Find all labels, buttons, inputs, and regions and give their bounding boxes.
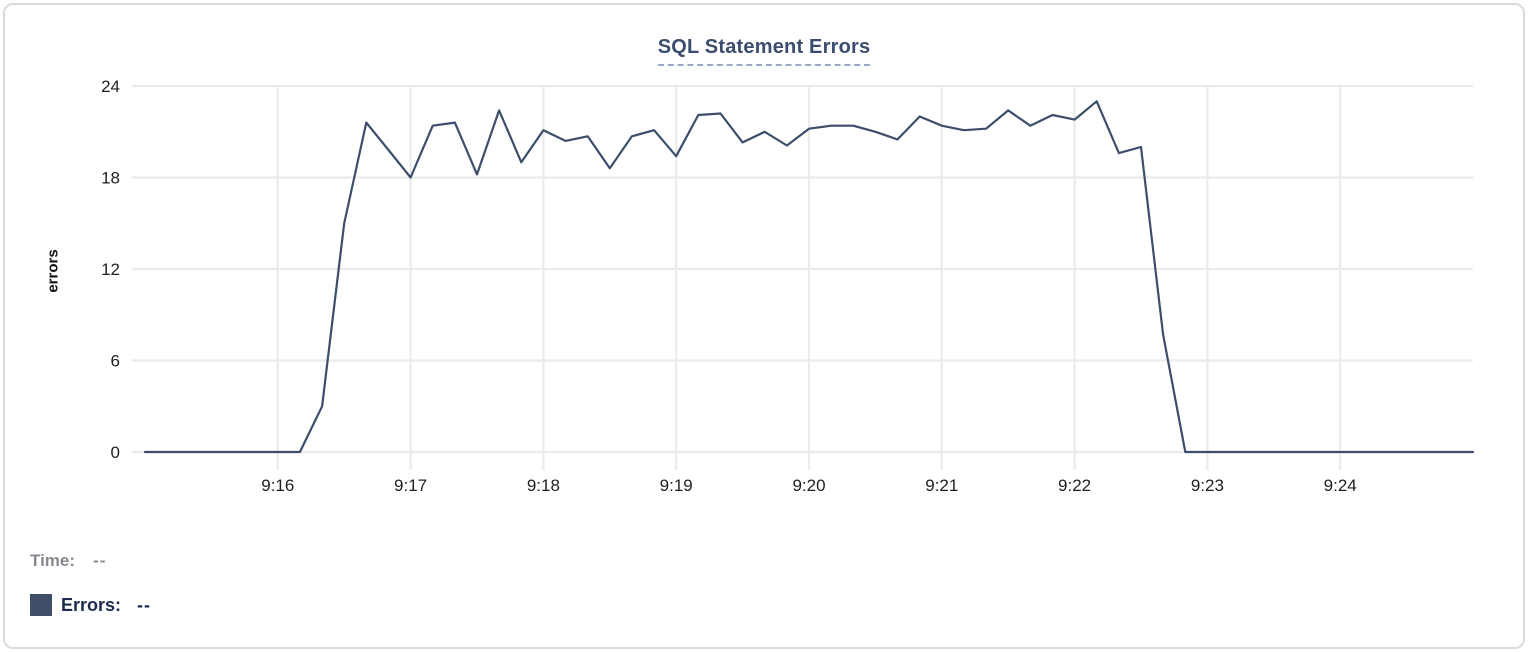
time-label: Time: xyxy=(30,551,76,570)
y-tick-label: 24 xyxy=(101,77,120,96)
errors-label: Errors: xyxy=(61,594,122,615)
x-tick-label: 9:24 xyxy=(1324,476,1357,495)
x-tick-label: 9:20 xyxy=(792,476,825,495)
y-tick-label: 0 xyxy=(111,443,120,462)
y-tick-label: 18 xyxy=(101,169,120,188)
x-tick-label: 9:16 xyxy=(261,476,294,495)
errors-series-line xyxy=(143,100,1475,454)
hover-readout-time: Time: -- xyxy=(30,551,106,571)
chart-title-row: SQL Statement Errors xyxy=(5,36,1523,66)
chart-title[interactable]: SQL Statement Errors xyxy=(657,36,871,66)
x-tick-label: 9:18 xyxy=(527,476,560,495)
hover-readout-errors: Errors: -- xyxy=(30,594,151,616)
chart-card: SQL Statement Errors errors 0 6 12 18 24 9:16… xyxy=(3,3,1525,649)
x-tick-label: 9:23 xyxy=(1191,476,1224,495)
chart-plot-area[interactable]: 0 6 12 18 24 9:16 9:17 9:18 9:19 9:20 9:21 9:22 9:23… xyxy=(5,5,1527,505)
time-value: -- xyxy=(93,551,107,570)
y-tick-label: 12 xyxy=(101,260,120,279)
errors-legend-swatch xyxy=(30,594,52,616)
x-tick-label: 9:21 xyxy=(925,476,958,495)
x-tick-label: 9:19 xyxy=(660,476,693,495)
x-tick-label: 9:17 xyxy=(394,476,427,495)
x-tick-label: 9:22 xyxy=(1058,476,1091,495)
errors-value: -- xyxy=(137,594,152,615)
y-axis-label: errors xyxy=(44,249,62,293)
y-tick-label: 6 xyxy=(111,352,120,371)
